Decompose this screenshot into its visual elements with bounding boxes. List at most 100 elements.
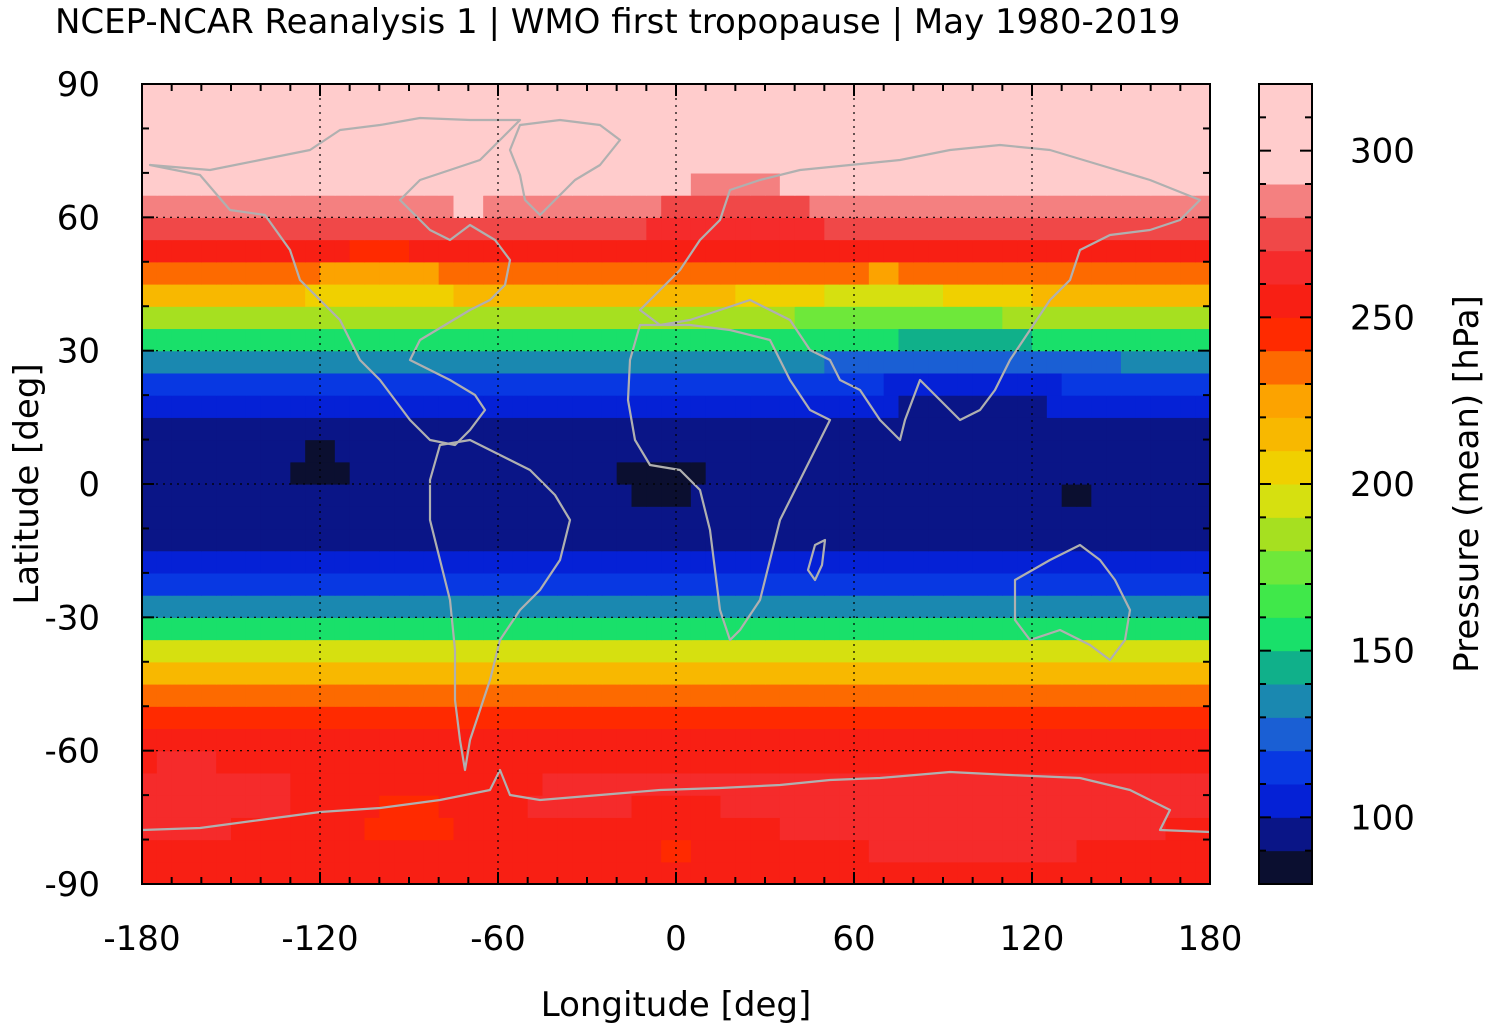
heatmap-cell xyxy=(750,261,766,285)
heatmap-cell xyxy=(542,461,558,485)
heatmap-cell xyxy=(765,861,781,884)
heatmap-cell xyxy=(364,239,380,263)
heatmap-cell xyxy=(690,750,707,774)
heatmap-cell xyxy=(231,128,247,152)
heatmap-cell xyxy=(898,372,914,396)
heatmap-cell xyxy=(201,795,217,818)
heatmap-cell xyxy=(676,395,692,418)
heatmap-cell xyxy=(1046,328,1063,352)
heatmap-cell xyxy=(171,550,188,574)
heatmap-cell xyxy=(957,684,974,707)
heatmap-cell xyxy=(883,661,900,685)
heatmap-cell xyxy=(1032,661,1048,685)
heatmap-cell xyxy=(527,772,544,796)
heatmap-cell xyxy=(260,350,277,374)
heatmap-cell xyxy=(839,84,855,107)
heatmap-cell xyxy=(320,439,336,463)
heatmap-cell xyxy=(379,417,395,441)
heatmap-cell xyxy=(527,328,544,352)
heatmap-cell xyxy=(394,417,410,441)
heatmap-cell xyxy=(661,172,677,196)
heatmap-cell xyxy=(913,528,929,552)
heatmap-cell xyxy=(616,817,633,841)
heatmap-cell xyxy=(156,306,173,330)
heatmap-cell xyxy=(320,661,336,685)
heatmap-cell xyxy=(349,750,366,774)
heatmap-cell xyxy=(1121,550,1137,574)
heatmap-cell xyxy=(661,217,677,241)
heatmap-cell xyxy=(349,328,366,352)
heatmap-cell xyxy=(676,284,692,307)
heatmap-cell xyxy=(868,484,885,507)
heatmap-cell xyxy=(1195,772,1210,796)
heatmap-cell xyxy=(483,750,499,774)
heatmap-cell xyxy=(1180,372,1196,396)
heatmap-cell xyxy=(720,572,736,596)
heatmap-cell xyxy=(260,284,277,307)
heatmap-cell xyxy=(735,372,751,396)
heatmap-cell xyxy=(957,728,974,752)
heatmap-cell xyxy=(201,639,217,663)
heatmap-cell xyxy=(245,395,262,418)
heatmap-cell xyxy=(839,439,855,463)
heatmap-cell xyxy=(409,372,425,396)
heatmap-cell xyxy=(631,284,647,307)
heatmap-cell xyxy=(542,239,558,263)
heatmap-cell xyxy=(1061,328,1078,352)
heatmap-cell xyxy=(334,128,351,152)
x-tick-labels: -180 -120 -60 0 60 120 180 xyxy=(103,919,1242,959)
heatmap-cell xyxy=(898,750,914,774)
heatmap-cell xyxy=(1061,528,1078,552)
heatmap-cell xyxy=(275,572,291,596)
heatmap-cell xyxy=(379,572,395,596)
heatmap-cell xyxy=(661,261,677,285)
heatmap-cell xyxy=(587,217,603,241)
heatmap-cell xyxy=(1076,217,1092,241)
heatmap-cell xyxy=(1106,284,1122,307)
heatmap-cell xyxy=(542,106,558,130)
heatmap-cell xyxy=(735,439,751,463)
heatmap-cell xyxy=(364,750,380,774)
heatmap-cell xyxy=(616,839,633,863)
heatmap-cell xyxy=(216,750,232,774)
heatmap-cell xyxy=(957,150,974,174)
heatmap-cell xyxy=(305,772,321,796)
heatmap-cell xyxy=(409,861,425,884)
heatmap-cell xyxy=(824,439,840,463)
heatmap-cell xyxy=(676,750,692,774)
heatmap-cell xyxy=(245,128,262,152)
heatmap-cell xyxy=(379,528,395,552)
heatmap-cell xyxy=(334,506,351,530)
heatmap-cell xyxy=(394,750,410,774)
heatmap-cell xyxy=(1032,84,1048,107)
heatmap-cell xyxy=(468,506,484,530)
heatmap-cell xyxy=(409,661,425,685)
heatmap-cell xyxy=(839,861,855,884)
heatmap-cell xyxy=(1121,328,1137,352)
colorbar-swatch xyxy=(1259,784,1312,818)
heatmap-cell xyxy=(676,217,692,241)
heatmap-cell xyxy=(928,195,944,218)
heatmap-cell xyxy=(231,350,247,374)
heatmap-cell xyxy=(676,506,692,530)
heatmap-cell xyxy=(987,106,1003,130)
heatmap-cell xyxy=(438,395,455,418)
heatmap-cell xyxy=(1121,506,1137,530)
heatmap-cell xyxy=(646,706,662,730)
heatmap-cell xyxy=(201,217,217,241)
heatmap-cell xyxy=(1046,706,1063,730)
heatmap-cell xyxy=(1106,861,1122,884)
heatmap-cell xyxy=(854,217,870,241)
heatmap-cell xyxy=(972,261,989,285)
heatmap-cell xyxy=(1076,684,1092,707)
heatmap-cell xyxy=(275,528,291,552)
ticks-layer xyxy=(141,83,1211,885)
heatmap-cell xyxy=(483,595,499,618)
heatmap-cell xyxy=(943,595,959,618)
heatmap-cell xyxy=(1032,461,1048,485)
heatmap-cell xyxy=(320,528,336,552)
heatmap-cell xyxy=(779,395,796,418)
heatmap-cell xyxy=(913,439,929,463)
heatmap-cell xyxy=(587,128,603,152)
